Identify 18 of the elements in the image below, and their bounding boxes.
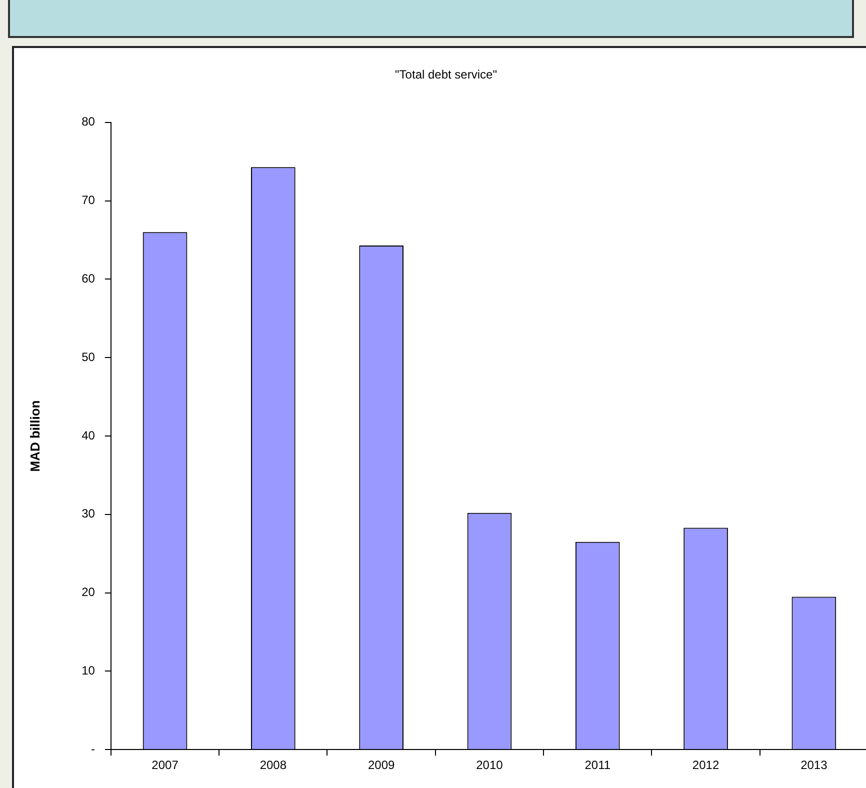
chart-title: "Total debt service" (395, 68, 497, 82)
x-tick-label: 2008 (260, 758, 287, 772)
y-tick-label: 10 (82, 664, 96, 678)
x-tick-label: 2007 (152, 758, 179, 772)
y-tick-label: 50 (82, 350, 96, 364)
y-tick-label: 30 (82, 506, 96, 521)
x-tick-label: 2010 (476, 758, 504, 772)
x-tick-label: 2011 (584, 758, 611, 772)
x-tick-label: 2013 (800, 758, 828, 772)
y-tick-label: 40 (82, 428, 96, 442)
y-axis-title: MAD billion (27, 400, 42, 472)
y-tick-label: 20 (82, 585, 96, 600)
y-tick-label: 80 (82, 114, 96, 129)
y-tick-label: 70 (82, 193, 96, 208)
x-tick-label: 2009 (368, 758, 395, 772)
y-tick-label: - (90, 742, 95, 756)
x-tick-label: 2012 (692, 758, 720, 772)
y-tick-label: 60 (82, 272, 96, 286)
